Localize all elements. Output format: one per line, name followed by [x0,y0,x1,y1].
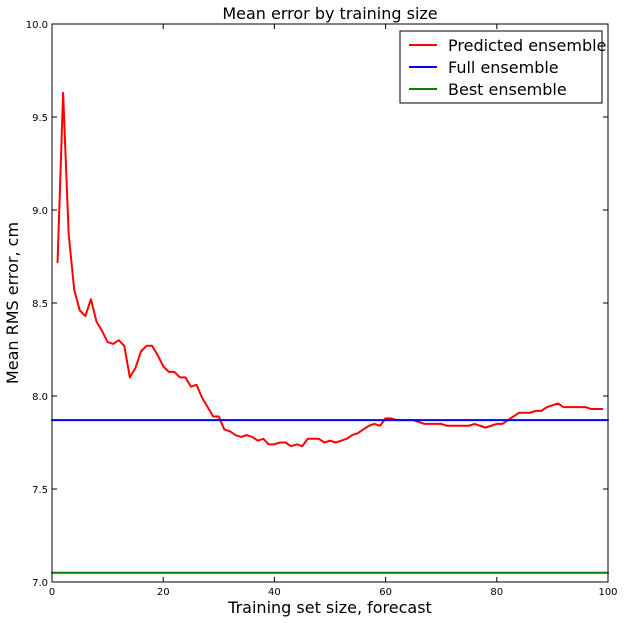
chart-title: Mean error by training size [222,4,437,23]
series-line-predicted-ensemble [56,91,604,448]
x-tick-label: 20 [157,587,170,598]
x-tick-label: 40 [268,587,281,598]
legend-label: Best ensemble [448,80,567,99]
x-tick-label: 80 [490,587,503,598]
y-tick-label: 8.0 [32,392,48,403]
x-tick-label: 100 [598,587,617,598]
y-tick-label: 8.5 [32,299,48,310]
plot-frame [51,23,609,583]
y-tick-label: 9.0 [32,206,48,217]
x-axis-label: Training set size, forecast [227,598,432,617]
y-tick-label: 9.5 [32,113,48,124]
legend-label: Predicted ensemble [448,36,606,55]
y-tick-label: 7.5 [32,485,48,496]
y-tick-label: 7.0 [32,578,48,589]
legend: Predicted ensemble Full ensemble Best ense… [399,30,606,104]
plot-area [51,91,609,574]
x-tick-label: 60 [379,587,392,598]
x-tick-label: 0 [49,587,55,598]
y-tick-label: 10.0 [26,20,48,31]
legend-label: Full ensemble [448,58,559,77]
y-axis-label: Mean RMS error, cm [3,222,22,384]
